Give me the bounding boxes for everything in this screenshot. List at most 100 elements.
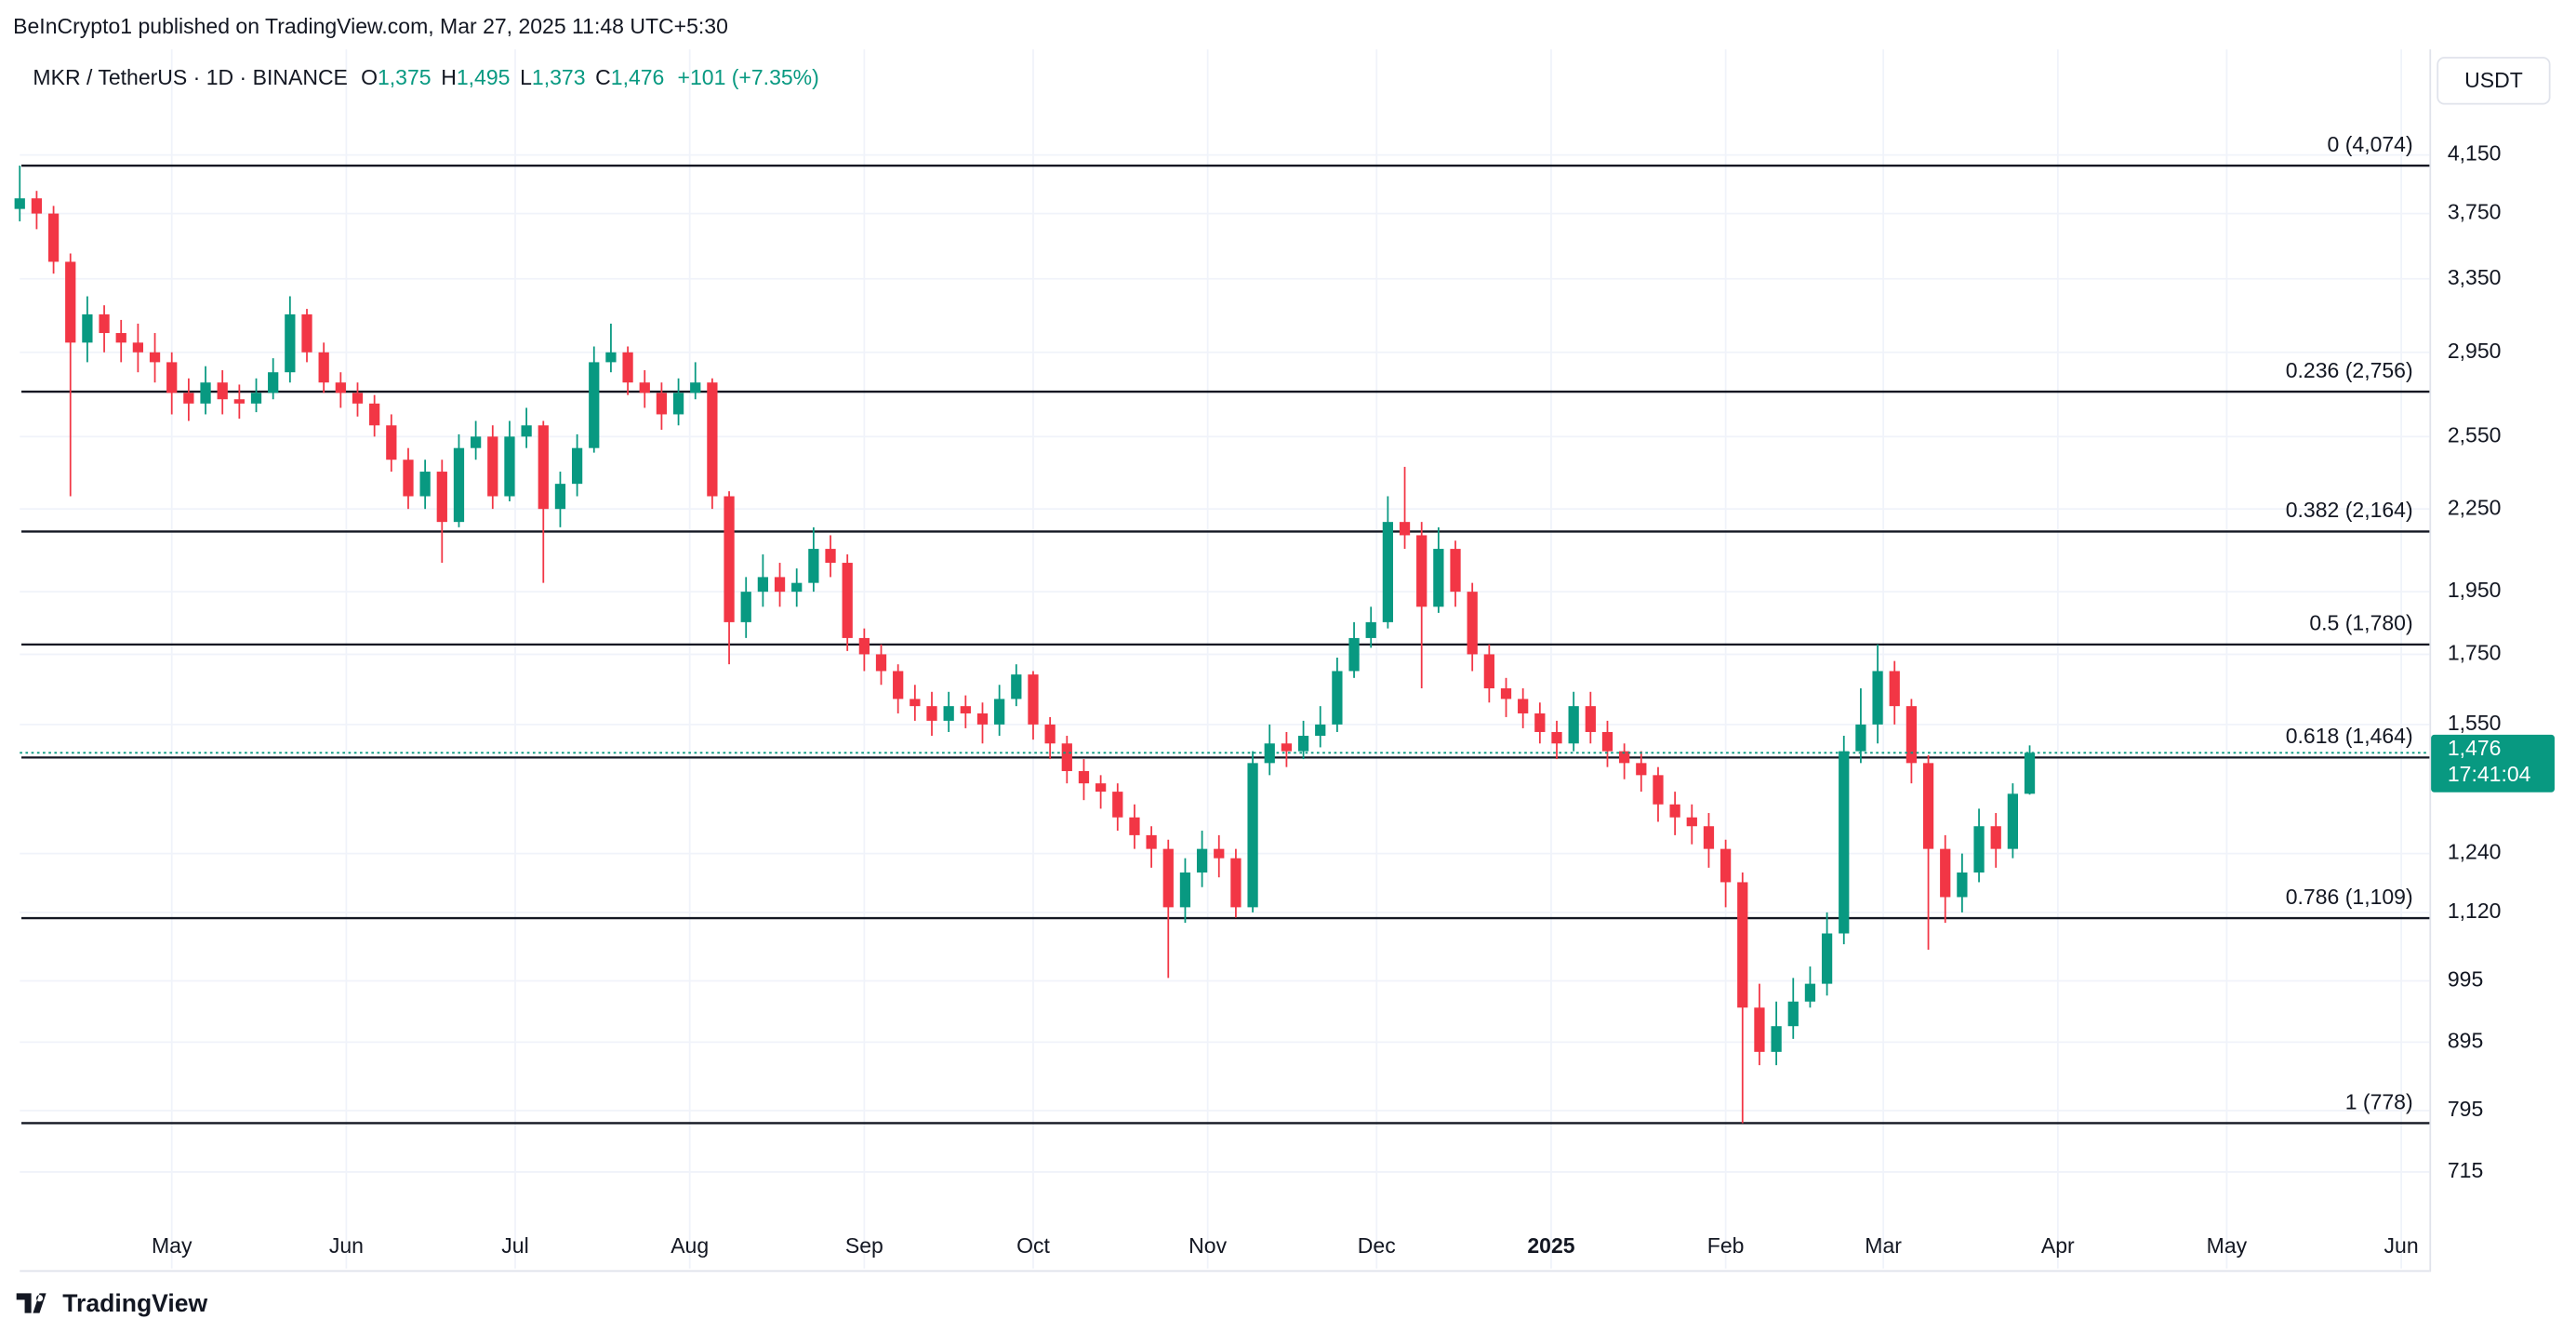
candle-body: [842, 563, 853, 638]
grid: [20, 49, 2430, 1269]
candle-body: [521, 425, 532, 437]
candles: [14, 166, 2036, 1124]
candle-body: [115, 333, 126, 343]
candle-body: [301, 313, 312, 353]
candle-body: [1771, 1026, 1782, 1052]
x-tick-label: Nov: [1188, 1233, 1227, 1258]
y-tick-label: 1,750: [2448, 641, 2502, 665]
candle-body: [1957, 872, 1968, 898]
fib-label: 0.382 (2,164): [2286, 498, 2413, 522]
candle-body: [335, 382, 346, 393]
ohlc-key: H: [441, 65, 457, 89]
candle-body: [1922, 763, 1934, 849]
y-tick-label: 1,120: [2448, 899, 2502, 923]
candle-body: [1500, 688, 1512, 699]
candle-body: [1467, 592, 1478, 655]
x-tick-label: Dec: [1358, 1233, 1396, 1258]
attribution: BeInCrypto1 published on TradingView.com…: [13, 14, 728, 38]
candle-body: [1332, 671, 1343, 725]
candle-body: [1636, 763, 1647, 776]
candle-body: [352, 393, 364, 404]
axes: 4,150 3,750 3,350 2,950 2,550 2,250 1,950 1,750…: [152, 141, 2501, 1258]
candle-body: [1196, 848, 1208, 873]
y-tick-label: 1,550: [2448, 711, 2502, 735]
candle-body: [1214, 848, 1225, 859]
candle-body: [589, 362, 600, 448]
last-price-tag: [2431, 734, 2555, 793]
candle-body: [285, 313, 296, 373]
candle-body: [1281, 743, 1293, 752]
x-tick-label: Sep: [845, 1233, 883, 1258]
candle-body: [858, 637, 870, 655]
candle-body: [99, 313, 110, 334]
ohlc-key: O: [361, 65, 378, 89]
candle-body: [1315, 724, 1326, 737]
fib-label: 0.5 (1,780): [2309, 611, 2412, 635]
candle-body: [960, 706, 971, 713]
candle-body: [1534, 713, 1546, 732]
candle-body: [82, 313, 93, 343]
candle-body: [487, 436, 498, 497]
candle-body: [1821, 933, 1833, 984]
currency-button[interactable]: [2437, 57, 2551, 105]
y-tick-label: 1,950: [2448, 578, 2502, 602]
candle-body: [672, 393, 684, 415]
y-tick-label: 3,350: [2448, 265, 2502, 289]
candle-body: [825, 549, 836, 564]
candle-body: [217, 382, 228, 400]
candle-body: [31, 198, 43, 214]
y-tick-label: 1,240: [2448, 840, 2502, 864]
candle-body: [1518, 699, 1529, 713]
candle-body: [724, 496, 735, 622]
candle-body: [774, 577, 786, 593]
y-tick-label: 2,550: [2448, 422, 2502, 446]
candle-body: [1787, 1001, 1799, 1027]
candle-body: [1264, 743, 1275, 764]
candle-body: [1061, 743, 1072, 771]
candle-body: [1078, 770, 1090, 784]
x-tick-label: Apr: [2041, 1233, 2075, 1258]
candle-body: [65, 261, 76, 343]
candle-body: [14, 198, 25, 209]
x-tick-label: Feb: [1707, 1233, 1745, 1258]
y-tick-label: 4,150: [2448, 141, 2502, 166]
candle-body: [233, 399, 245, 404]
candle-body: [419, 472, 431, 497]
candle-body: [1585, 706, 1596, 732]
candle-body: [1095, 783, 1107, 793]
candle-body: [943, 706, 954, 721]
fib-label: 0.786 (1,109): [2286, 885, 2413, 909]
ohlc-key: C: [595, 65, 611, 89]
candle-body: [1416, 535, 1427, 607]
candle-body: [1754, 1007, 1765, 1052]
x-tick-label: Jun: [329, 1233, 364, 1258]
candle-body: [1619, 751, 1630, 764]
fib-label: 0.236 (2,756): [2286, 358, 2413, 382]
candle-body: [910, 699, 921, 707]
candle-body: [250, 393, 262, 404]
x-tick-label: Oct: [1016, 1233, 1050, 1258]
candle-body: [875, 654, 887, 672]
symbol: MKR / TetherUS · 1D · BINANCE: [33, 65, 348, 89]
candle-body: [1297, 736, 1309, 752]
candle-body: [436, 472, 447, 523]
candle-body: [47, 213, 60, 262]
candle-body: [1162, 848, 1174, 908]
candle-body: [1973, 826, 1985, 873]
countdown: 17:41:04: [2448, 762, 2531, 786]
candle-body: [622, 352, 633, 383]
candle-body: [605, 352, 617, 363]
fib-label: 0.618 (1,464): [2286, 724, 2413, 748]
candle-body: [808, 549, 819, 583]
candle-body: [1044, 724, 1056, 744]
candle-body: [1737, 882, 1748, 1008]
x-tick-label: 2025: [1527, 1233, 1574, 1258]
candle-body: [1028, 674, 1039, 725]
y-tick-label: 995: [2448, 967, 2483, 992]
candle-body: [1230, 858, 1242, 908]
candle-body: [200, 382, 211, 404]
change: +101 (+7.35%): [678, 65, 819, 89]
candle-body: [2024, 753, 2036, 794]
candle-body: [656, 393, 668, 415]
